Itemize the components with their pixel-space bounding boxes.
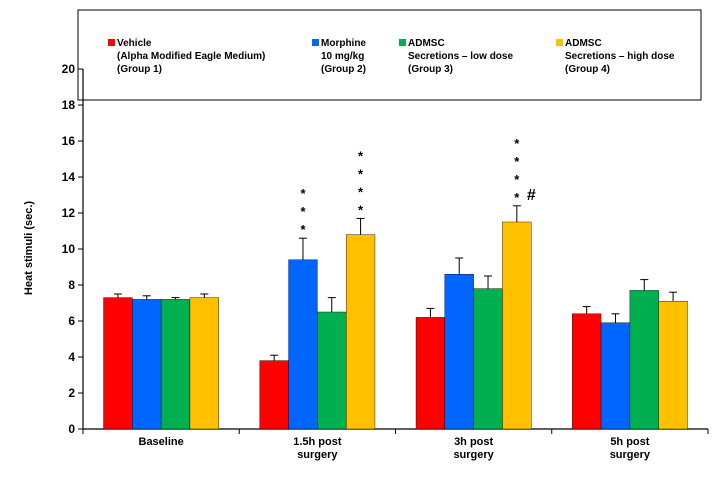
legend-swatch [556, 39, 563, 46]
legend-label: (Group 1) [117, 64, 162, 75]
x-category-label: surgery [297, 449, 338, 461]
legend-label: (Group 4) [565, 64, 610, 75]
y-tick-label: 18 [62, 98, 76, 112]
legend-label: Secretions – high dose [565, 51, 675, 62]
bar [345, 234, 376, 430]
legend-swatch [108, 39, 115, 46]
legend: Vehicle (Alpha Modified Eagle Medium) (Gro… [108, 38, 675, 75]
x-category-label: surgery [453, 449, 494, 461]
y-tick-label: 10 [62, 242, 76, 256]
significance-asterisk: * [300, 222, 306, 237]
x-category-label: surgery [610, 449, 651, 461]
bars [103, 205, 688, 430]
legend-box [77, 9, 702, 101]
significance-asterisk: * [358, 166, 364, 181]
legend-label: (Alpha Modified Eagle Medium) [117, 51, 265, 62]
significance-asterisk: * [300, 204, 306, 219]
significance-hash: # [527, 187, 536, 204]
bar [444, 274, 474, 430]
bar [473, 288, 503, 430]
y-tick-label: 0 [68, 422, 75, 436]
y-tick-label: 6 [68, 314, 75, 328]
bar [103, 297, 133, 430]
legend-label: (Group 3) [408, 64, 453, 75]
bar [572, 313, 602, 430]
x-category-label: Baseline [139, 436, 184, 448]
bar [317, 311, 347, 430]
x-category-label: 5h post [610, 436, 649, 448]
significance-asterisk: * [358, 202, 364, 217]
legend-label: Morphine [321, 38, 366, 49]
bar [658, 301, 688, 430]
y-tick-label: 20 [62, 62, 76, 76]
legend-swatch [312, 39, 319, 46]
significance-asterisk: * [514, 136, 520, 151]
x-category-label: 1.5h post [293, 436, 342, 448]
legend-label: Secretions – low dose [408, 51, 513, 62]
significance-asterisk: * [514, 190, 520, 205]
legend-label: ADMSC [408, 38, 445, 49]
significance-asterisk: * [300, 186, 306, 201]
significance-annotations: * * * * * * * * * * * # [300, 136, 535, 237]
y-tick-label: 4 [68, 350, 75, 364]
legend-label: (Group 2) [321, 64, 366, 75]
bar [415, 317, 446, 430]
bar [288, 259, 318, 430]
significance-asterisk: * [358, 148, 364, 163]
y-tick-label: 12 [62, 206, 76, 220]
y-tick-label: 16 [62, 134, 76, 148]
legend-label: 10 mg/kg [321, 51, 364, 62]
y-tick-label: 14 [62, 170, 76, 184]
significance-asterisk: * [358, 184, 364, 199]
bar [259, 360, 289, 430]
y-axis: 0 2 4 6 8 10 12 14 16 18 20 [62, 62, 84, 436]
bar [502, 221, 532, 430]
significance-asterisk: * [514, 172, 520, 187]
significance-asterisk: * [514, 154, 520, 169]
legend-label: Vehicle [117, 38, 152, 49]
legend-label: ADMSC [565, 38, 602, 49]
y-tick-label: 2 [68, 386, 75, 400]
y-tick-label: 8 [68, 278, 75, 292]
x-category-label: 3h post [454, 436, 493, 448]
bar [629, 290, 659, 430]
bar [160, 299, 191, 430]
bar [600, 322, 631, 430]
y-axis-title: Heat stimuli (sec.) [23, 201, 35, 295]
legend-swatch [399, 39, 406, 46]
bar [132, 299, 162, 430]
bar [189, 297, 219, 430]
